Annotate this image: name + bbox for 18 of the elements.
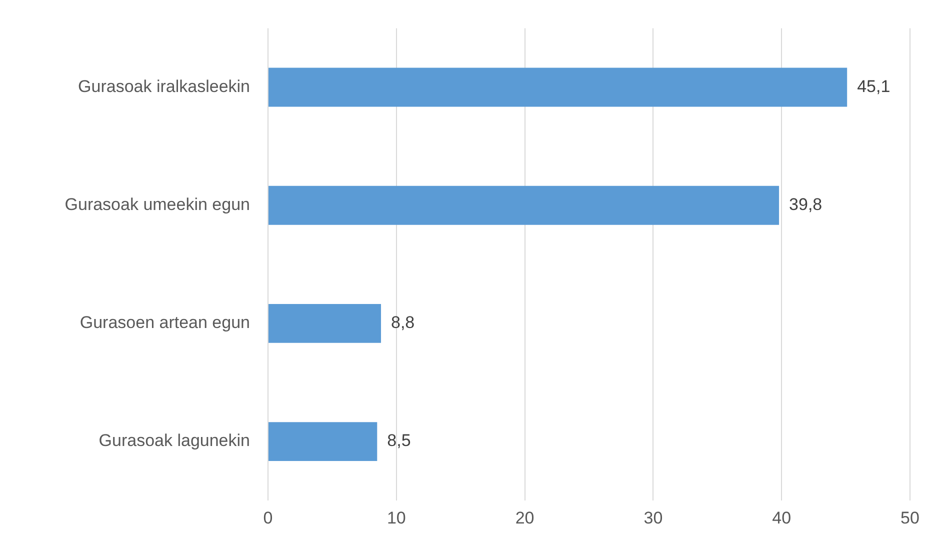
data-label: 8,8	[390, 313, 415, 332]
data-label: 8,5	[387, 431, 411, 450]
y-tick-label: Gurasoak iralkasleekin	[78, 76, 250, 96]
bar	[268, 422, 378, 462]
y-tick-label: Gurasoak lagunekin	[98, 431, 250, 450]
x-tick-label: 0	[263, 508, 273, 528]
x-tick-label: 50	[900, 508, 920, 528]
x-tick-label: 20	[515, 508, 534, 528]
x-tick-label: 30	[644, 508, 663, 528]
data-label: 39,8	[789, 195, 822, 214]
data-label: 45,1	[857, 76, 890, 96]
bar	[268, 304, 381, 343]
y-tick-label: Gurasoen artean egun	[80, 313, 250, 332]
y-tick-label: Gurasoak umeekin egun	[64, 195, 250, 214]
x-tick-label: 10	[386, 508, 406, 528]
x-tick-label: 40	[772, 508, 792, 528]
bar	[268, 186, 780, 225]
bar	[268, 68, 848, 107]
